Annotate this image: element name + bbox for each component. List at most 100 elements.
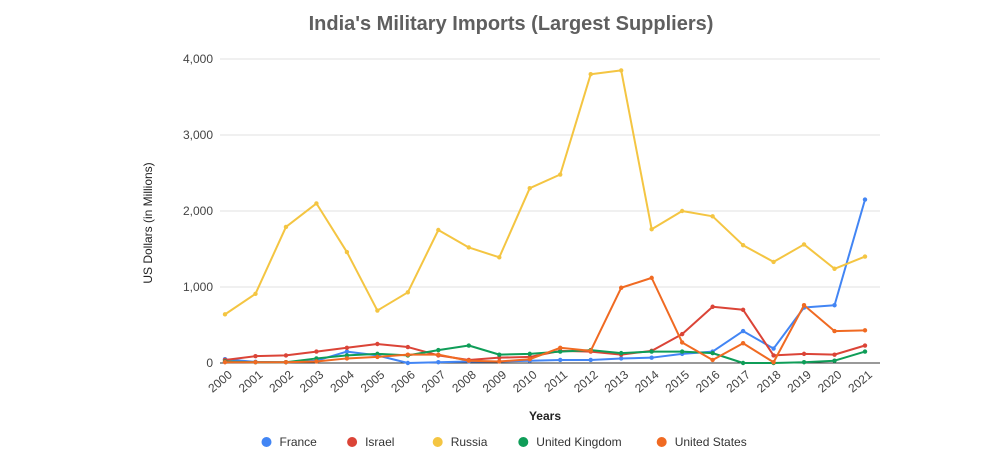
data-point bbox=[588, 72, 593, 77]
data-point bbox=[436, 347, 441, 353]
legend-item: United Kingdom bbox=[518, 435, 622, 449]
x-tick-label: 2014 bbox=[632, 367, 662, 395]
data-point bbox=[527, 186, 532, 191]
data-point bbox=[862, 328, 868, 333]
series-united-states bbox=[222, 275, 868, 365]
x-tick-label: 2019 bbox=[785, 367, 815, 395]
legend-item: France bbox=[261, 435, 318, 449]
data-point bbox=[618, 68, 624, 73]
data-point bbox=[862, 254, 868, 259]
x-tick-label: 2013 bbox=[602, 367, 632, 395]
data-point bbox=[436, 227, 441, 233]
legend: France Israel Russia United Kingdom United S… bbox=[261, 435, 747, 449]
data-point bbox=[405, 290, 411, 295]
data-point bbox=[497, 355, 502, 360]
data-point bbox=[710, 304, 715, 309]
x-tick-label: 2002 bbox=[266, 367, 296, 395]
data-point bbox=[862, 343, 868, 348]
data-point bbox=[375, 351, 380, 357]
data-point bbox=[801, 351, 807, 357]
x-tick-label: 2006 bbox=[388, 367, 418, 395]
y-axis-ticks: 0 1,000 2,000 3,000 4,000 bbox=[183, 52, 213, 370]
legend-item: Israel bbox=[347, 435, 394, 449]
data-point bbox=[497, 352, 502, 357]
legend-label: United Kingdom bbox=[536, 435, 621, 449]
data-point bbox=[558, 349, 563, 354]
data-point bbox=[314, 201, 319, 206]
legend-swatch bbox=[518, 437, 529, 447]
legend-item: Russia bbox=[432, 435, 488, 449]
x-tick-label: 2021 bbox=[845, 367, 875, 395]
data-point bbox=[497, 359, 502, 364]
data-point bbox=[588, 348, 593, 354]
data-point bbox=[618, 350, 624, 356]
data-point bbox=[679, 340, 685, 345]
data-point bbox=[740, 307, 746, 312]
x-axis-title: Years bbox=[529, 409, 561, 423]
data-point bbox=[618, 285, 624, 290]
data-point bbox=[832, 266, 837, 271]
x-axis-ticks: 2000 2001 2002 2003 2004 2005 2006 2007 2008 2009… bbox=[205, 367, 875, 395]
data-point bbox=[679, 331, 685, 337]
data-point bbox=[344, 349, 350, 354]
series-line bbox=[224, 198, 866, 364]
y-tick-label: 4,000 bbox=[183, 52, 213, 66]
series-line bbox=[224, 276, 866, 364]
data-point bbox=[558, 172, 563, 177]
legend-label: Russia bbox=[451, 435, 488, 449]
data-point bbox=[253, 360, 258, 365]
data-point bbox=[618, 356, 624, 361]
chart-title: India's Military Imports (Largest Suppli… bbox=[309, 13, 714, 35]
data-point bbox=[405, 360, 411, 366]
data-point bbox=[771, 353, 776, 358]
series-line bbox=[224, 69, 866, 316]
y-tick-label: 3,000 bbox=[183, 128, 213, 142]
data-point bbox=[649, 275, 654, 281]
series-lines bbox=[222, 68, 868, 366]
data-point bbox=[801, 242, 807, 247]
data-point bbox=[466, 245, 472, 250]
legend-item: United States bbox=[656, 435, 747, 449]
x-tick-label: 2020 bbox=[815, 367, 845, 395]
data-point bbox=[405, 344, 411, 350]
data-point bbox=[283, 360, 289, 365]
x-tick-label: 2007 bbox=[419, 367, 449, 395]
data-point bbox=[801, 360, 807, 365]
data-point bbox=[771, 346, 776, 351]
data-point bbox=[527, 351, 532, 357]
data-point bbox=[222, 360, 228, 365]
y-tick-label: 2,000 bbox=[183, 204, 213, 218]
data-point bbox=[649, 349, 654, 354]
legend-label: France bbox=[280, 435, 318, 449]
data-point bbox=[314, 349, 319, 354]
data-point bbox=[771, 259, 776, 265]
data-point bbox=[832, 328, 837, 334]
legend-swatch bbox=[261, 437, 272, 447]
x-tick-label: 2009 bbox=[480, 367, 510, 395]
data-point bbox=[710, 350, 715, 356]
data-point bbox=[558, 345, 563, 350]
data-point bbox=[740, 360, 746, 366]
data-point bbox=[344, 249, 350, 255]
data-point bbox=[375, 308, 380, 313]
data-point bbox=[436, 360, 441, 365]
data-point bbox=[710, 214, 715, 219]
y-tick-label: 0 bbox=[206, 356, 213, 370]
x-tick-label: 2010 bbox=[510, 367, 540, 395]
x-tick-label: 2003 bbox=[297, 367, 327, 395]
data-point bbox=[588, 357, 593, 363]
data-point bbox=[740, 243, 746, 248]
data-point bbox=[679, 208, 685, 214]
data-point bbox=[344, 353, 350, 358]
x-tick-label: 2018 bbox=[754, 367, 784, 395]
x-tick-label: 2015 bbox=[663, 367, 693, 395]
data-point bbox=[527, 357, 532, 362]
x-tick-label: 2012 bbox=[571, 367, 601, 395]
data-point bbox=[862, 197, 868, 202]
x-tick-label: 2004 bbox=[327, 367, 357, 395]
data-point bbox=[375, 354, 380, 360]
data-point bbox=[862, 349, 868, 354]
data-point bbox=[649, 227, 654, 232]
legend-swatch bbox=[347, 437, 358, 447]
